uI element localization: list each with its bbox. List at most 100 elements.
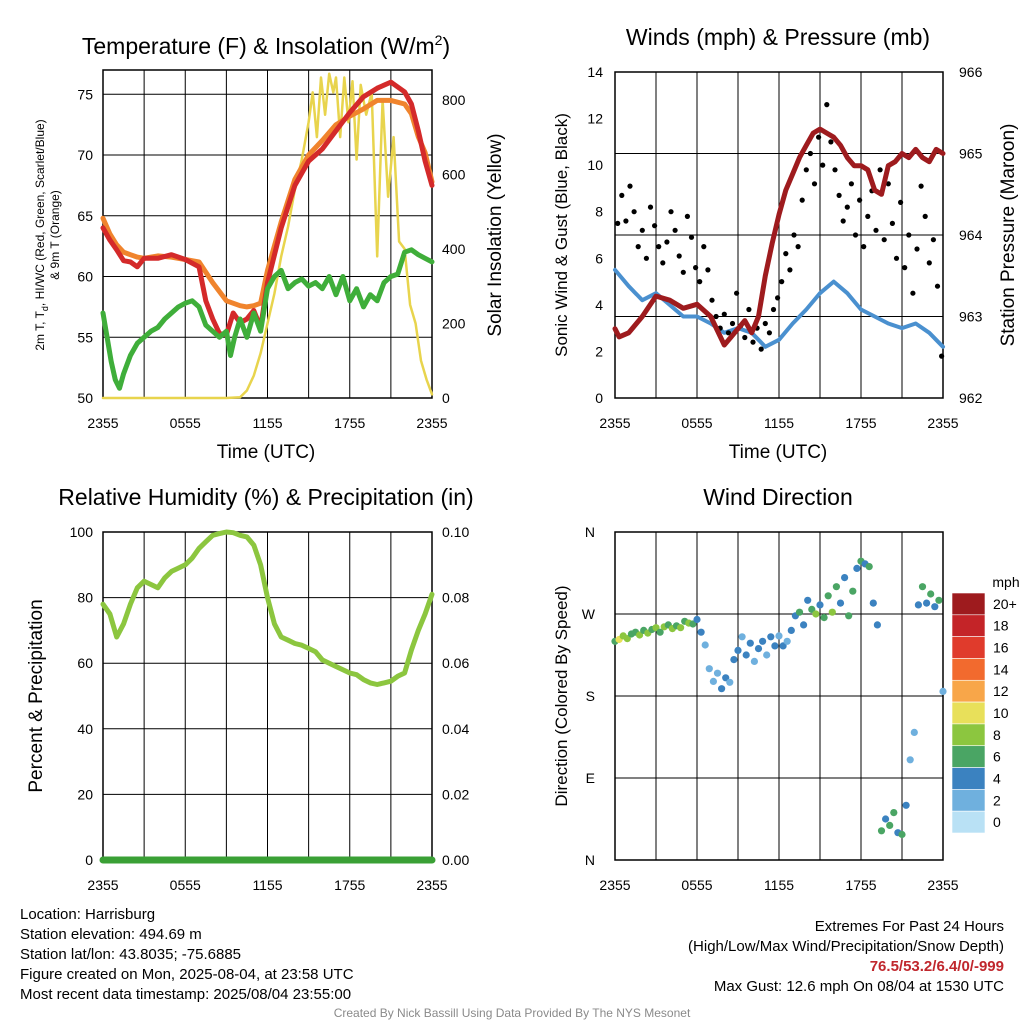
gust-point xyxy=(746,306,752,313)
wind-direction-point xyxy=(750,657,759,666)
temperature-ytick-label: 50 xyxy=(77,390,93,406)
humidity-xtick-label: 1755 xyxy=(334,877,365,893)
wind-direction-point xyxy=(734,646,742,655)
gust-point xyxy=(750,339,756,345)
colorbar-label: 12 xyxy=(993,683,1009,699)
gust-point xyxy=(852,232,859,238)
gust-point xyxy=(676,253,682,259)
gust-point xyxy=(848,181,855,187)
extremes-box: Extremes For Past 24 Hours (High/Low/Max… xyxy=(688,917,1004,997)
station-location: Location: Harrisburg xyxy=(20,906,156,923)
gust-point xyxy=(635,244,641,250)
humidity-panel-title: Relative Humidity (%) & Precipitation (i… xyxy=(58,484,473,510)
temperature-ylabel: 2m T, Td, HI/WC (Red, Green, Scarlet/Blu… xyxy=(33,119,50,350)
gust-point xyxy=(910,290,916,296)
wind-direction-point xyxy=(677,624,685,632)
extremes-heading: Extremes For Past 24 Hours xyxy=(814,918,1004,935)
gust-point xyxy=(811,181,818,187)
gust-point xyxy=(820,162,826,168)
wind-direction-point xyxy=(808,605,816,614)
wind-direction-point xyxy=(779,642,787,650)
wind-direction-ytick-label: S xyxy=(586,688,595,704)
winds-ytick-label: 2 xyxy=(595,343,603,359)
colorbar-swatch xyxy=(951,767,986,790)
gust-point xyxy=(877,167,883,173)
wind-direction-point xyxy=(886,821,894,830)
humidity-ytick-label: 0 xyxy=(85,852,93,868)
colorbar-swatch xyxy=(951,636,986,659)
insolation-ytick-label: 0 xyxy=(442,390,450,406)
colorbar-label: 0 xyxy=(993,814,1001,830)
wind-direction-point xyxy=(841,574,849,582)
wind-direction-point xyxy=(824,592,832,600)
gust-point xyxy=(889,220,896,226)
colorbar-label: 10 xyxy=(993,705,1009,721)
wind-direction-point xyxy=(636,631,644,639)
wind-direction-point xyxy=(816,601,824,609)
winds-panel: Winds (mph) & Pressure (mb) 0 2 4 6 8 10 12 14 9… xyxy=(552,24,1019,463)
humidity-ylabel: Percent & Precipitation xyxy=(26,599,47,792)
two-meter-temp-line xyxy=(100,79,435,338)
wind-direction-ytick-label: W xyxy=(582,606,596,622)
gust-point xyxy=(918,183,924,189)
precip-ytick-label: 0.06 xyxy=(442,655,469,671)
wind-direction-point xyxy=(853,564,861,573)
gust-point xyxy=(844,204,850,210)
colorbar-label: 4 xyxy=(993,770,1001,786)
colorbar-swatch xyxy=(951,789,986,812)
wind-direction-point xyxy=(828,608,836,616)
winds-xtick-label: 0555 xyxy=(681,415,712,431)
wind-direction-point xyxy=(804,596,812,604)
temperature-ylabel-line2: & 9m T (Orange) xyxy=(48,190,62,280)
wind-direction-ytick-label: E xyxy=(586,770,595,786)
gust-point xyxy=(705,267,711,273)
gust-point xyxy=(803,167,809,173)
humidity-panel: Relative Humidity (%) & Precipitation (i… xyxy=(26,484,474,893)
gust-point xyxy=(729,320,736,327)
wind-direction-point xyxy=(939,687,947,696)
wind-direction-point xyxy=(713,669,722,677)
colorbar-label: 8 xyxy=(993,727,1001,743)
gust-point xyxy=(783,251,789,257)
gust-point xyxy=(807,150,814,157)
wind-direction-point xyxy=(771,642,779,650)
wind-direction-point xyxy=(923,599,931,607)
precip-ytick-label: 0.08 xyxy=(442,590,469,606)
wind-direction-point xyxy=(705,665,713,673)
winds-ytick-label: 12 xyxy=(587,111,603,127)
winds-panel-title: Winds (mph) & Pressure (mb) xyxy=(626,24,930,50)
wind-direction-point xyxy=(726,678,734,686)
temperature-xtick-label: 2355 xyxy=(416,415,447,431)
colorbar-label: 14 xyxy=(993,661,1009,677)
gust-point xyxy=(865,213,871,219)
insolation-ytick-label: 400 xyxy=(442,241,466,257)
gust-point xyxy=(680,269,686,275)
wind-direction-point xyxy=(763,651,771,659)
gust-point xyxy=(885,181,891,187)
humidity-ytick-label: 40 xyxy=(77,721,93,737)
gust-point xyxy=(721,311,727,317)
humidity-xtick-label: 1155 xyxy=(252,877,282,893)
winds-ytick-label: 10 xyxy=(587,157,603,173)
wind-direction-xtick-label: 1155 xyxy=(764,877,794,893)
temperature-panel: Temperature (F) & Insolation (W/m2) 50 55… xyxy=(33,32,506,463)
gust-point xyxy=(775,295,781,301)
gust-point xyxy=(697,279,703,285)
wind-direction-point xyxy=(836,599,845,607)
gust-point xyxy=(824,102,830,108)
gust-point xyxy=(693,265,699,271)
colorbar-label: 16 xyxy=(993,640,1009,656)
wind-direction-point xyxy=(869,599,877,607)
wind-direction-point xyxy=(927,590,935,598)
colorbar-swatch xyxy=(951,592,986,616)
humidity-ytick-label: 80 xyxy=(77,590,93,606)
gust-point xyxy=(627,183,633,189)
wind-direction-point xyxy=(738,633,746,641)
temperature-panel-title: Temperature (F) & Insolation (W/m2) xyxy=(82,32,450,59)
wind-direction-point xyxy=(849,587,857,595)
gust-point xyxy=(668,209,674,215)
gust-point xyxy=(893,255,900,261)
gust-point xyxy=(922,213,928,219)
